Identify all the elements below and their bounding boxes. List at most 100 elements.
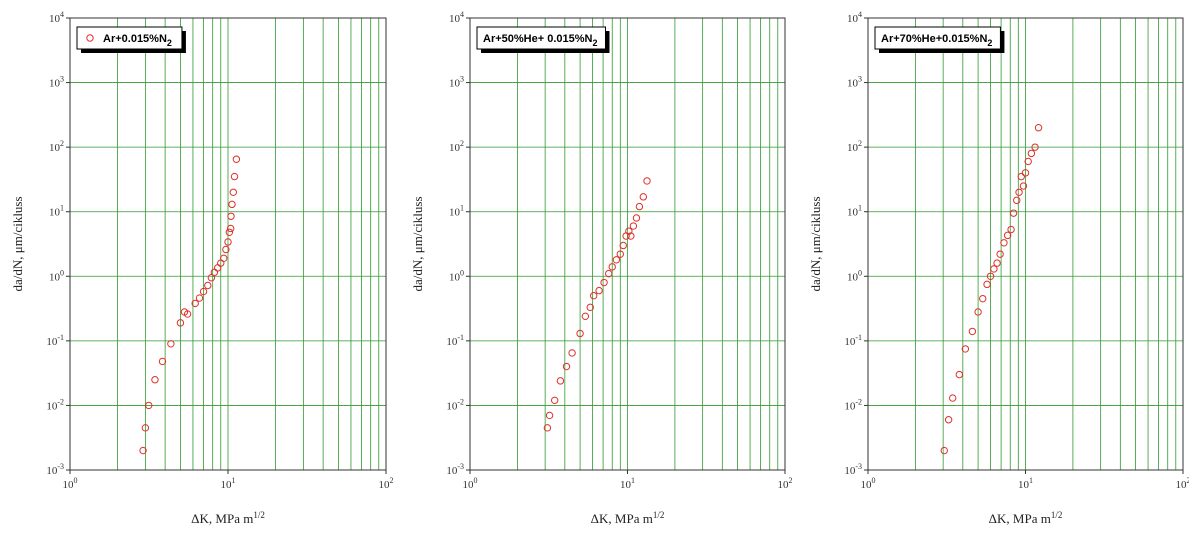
data-point [979,294,987,303]
grid [868,18,1183,470]
y-tick-label-base: 10 [446,336,458,348]
data-point [222,245,230,254]
y-tick-label-exp: 2 [60,139,64,148]
y-tick-label-exp: 3 [460,75,464,84]
data-point [1013,196,1021,205]
x-tick-label-base: 10 [463,479,475,491]
y-tick-label: 102 [847,139,862,154]
y-axis-title: da/dN, μm/cikluss [808,196,823,291]
y-tick-label-exp: -2 [457,397,464,406]
data-point [167,340,175,348]
y-tick-label-exp: 2 [460,139,464,148]
data-point [227,212,235,220]
data-point [158,357,167,366]
y-tick-label-base: 10 [847,271,859,283]
y-tick-label: 10-1 [46,333,64,348]
legend-label-sub: 2 [167,38,172,48]
x-tick-label-base: 10 [861,479,873,491]
data-point [619,241,627,250]
data-point [944,416,953,424]
data-point [600,278,608,287]
data-point [195,294,204,302]
x-tick-label-exp: 1 [1029,476,1033,485]
legend-label-sub: 2 [592,38,597,48]
data-point [551,396,559,405]
data-point [635,202,644,211]
x-tick-label-exp: 0 [74,476,78,485]
data-point [230,172,239,181]
grid [70,18,386,470]
legend-label-main: Ar+50%He+ 0.015%N [483,33,593,45]
y-tick-label-base: 10 [449,13,461,25]
x-tick-label-exp: 2 [390,476,394,485]
data-point [1000,239,1008,247]
chart-panel-3: 100 101 10210-310-210-1100101102103104ΔK, … [808,10,1189,526]
y-tick-label-exp: 0 [460,268,464,277]
data-point [581,312,590,321]
data-point [1017,172,1025,181]
y-tick-label-exp: 1 [858,204,862,213]
y-tick-label: 10-3 [46,462,64,477]
legend-label: Ar+50%He+ 0.015%N2 [483,33,597,48]
x-tick-label-exp: 0 [872,476,876,485]
data-point [1024,157,1032,166]
data-point [1019,182,1028,190]
y-tick-label: 103 [847,75,862,90]
y-tick-label-base: 10 [847,78,859,90]
x-tick-label: 102 [1176,476,1189,491]
data-point [191,299,199,308]
data-point [608,263,616,271]
data-point [955,370,964,379]
y-tick-label: 101 [847,204,862,219]
y-tick-label-base: 10 [446,400,458,412]
x-tick-label-base: 10 [1176,479,1188,491]
data-point [605,269,613,278]
y-tick-label: 100 [449,268,464,283]
y-tick-label: 10-3 [844,462,862,477]
y-tick-label: 101 [449,204,464,219]
y-tick-label-base: 10 [449,207,461,219]
grid [470,18,785,470]
data-point [586,303,594,312]
y-tick-label: 10-3 [446,462,464,477]
data-point [616,250,624,258]
y-tick-label-base: 10 [46,336,58,348]
y-axis-title: da/dN, μm/cikluss [410,196,425,291]
y-tick-label-base: 10 [49,207,61,219]
y-tick-label: 101 [49,204,64,219]
y-tick-label: 10-2 [446,397,464,412]
y-axis-title-text: da/dN, μm/cikluss [410,196,425,291]
y-tick-label-exp: -3 [457,462,464,471]
y-tick-label-base: 10 [49,78,61,90]
data-point [226,224,235,233]
y-tick-label-exp: 0 [858,268,862,277]
legend-marker [86,34,94,42]
data-point [199,287,208,296]
data-point [151,376,159,384]
legend-label: Ar+0.015%N2 [103,33,172,48]
y-tick-label-base: 10 [46,465,58,477]
chart-panel-1: 100 101 10210-310-210-1100101102103104ΔK, … [10,10,394,526]
x-tick-label: 100 [463,476,478,491]
data-point [1031,143,1039,151]
x-tick-label: 101 [1018,476,1033,491]
x-tick-label: 101 [620,476,635,491]
y-tick-label-base: 10 [844,465,856,477]
data-point [176,319,185,327]
x-tick-label-base: 10 [379,479,391,491]
data-point [543,424,552,432]
data-point [625,227,633,235]
y-tick-label-exp: 4 [460,10,464,19]
y-tick-label: 10-2 [46,397,64,412]
y-tick-label-exp: -2 [855,397,862,406]
x-tick-label: 102 [778,476,793,491]
data-point [589,292,598,300]
x-axis-title-exp: 1/2 [253,510,265,520]
data-point [229,188,237,196]
data-point [568,349,576,357]
y-tick-label: 102 [449,139,464,154]
legend: Ar+0.015%N2 [76,26,186,53]
x-tick-label: 100 [63,476,78,491]
y-tick-label: 10-1 [446,333,464,348]
x-tick-label-exp: 2 [1187,476,1189,485]
